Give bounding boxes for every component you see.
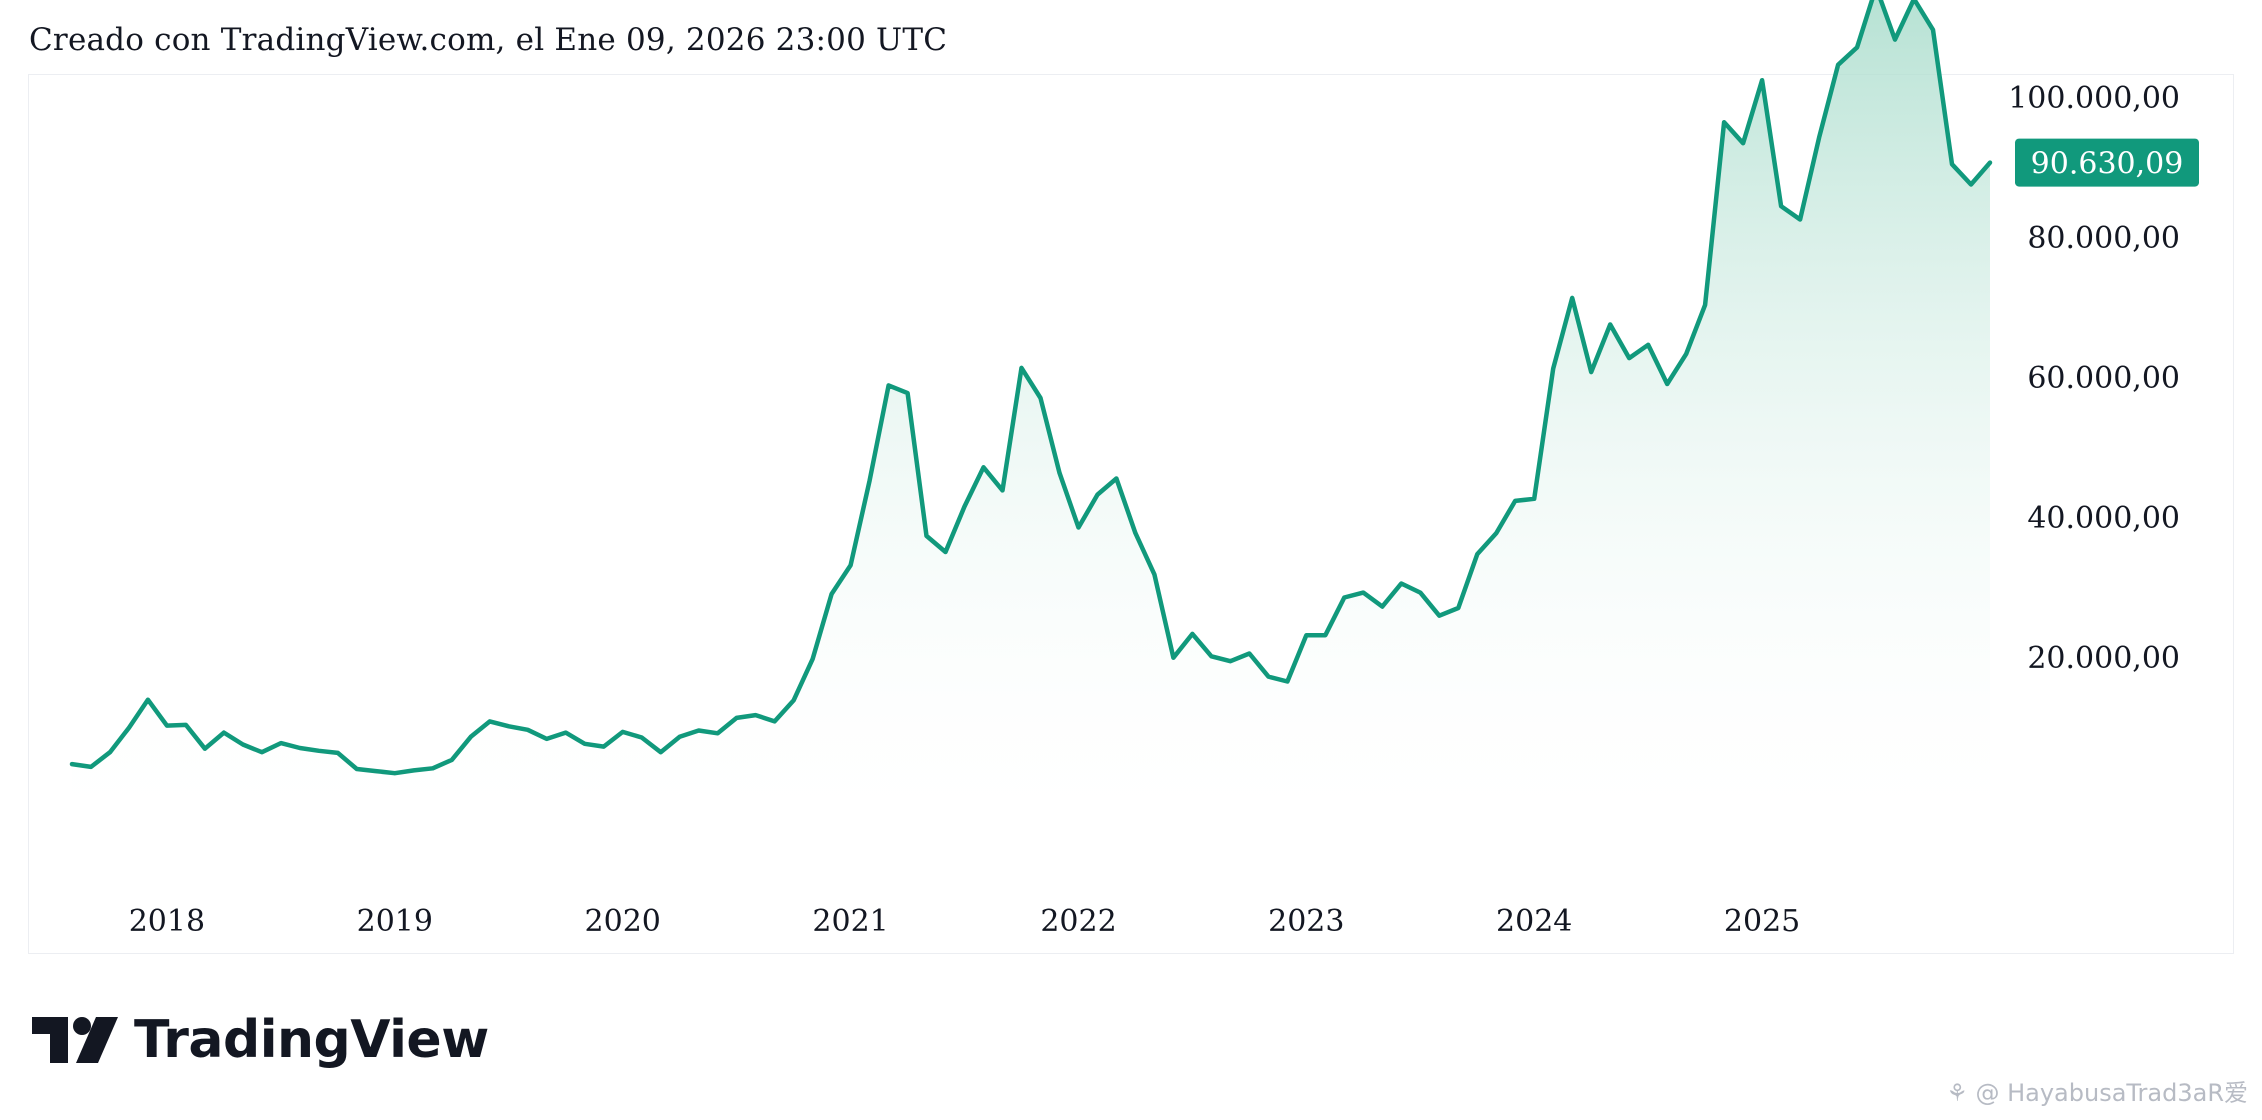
last-value-label: 90.630,09 [2031,147,2184,182]
x-tick-label: 2023 [1268,904,1344,939]
x-tick-label: 2021 [812,904,888,939]
chart-caption: Creado con TradingView.com, el Ene 09, 2… [29,22,948,58]
y-tick-label: 40.000,00 [2027,501,2180,536]
y-tick-label: 60.000,00 [2027,361,2180,396]
x-tick-label: 2022 [1040,904,1116,939]
tradingview-brand[interactable]: TradingView [32,1010,489,1070]
series-area [72,0,1990,846]
x-tick-label: 2019 [357,904,433,939]
y-tick-label: 100.000,00 [2008,81,2180,116]
x-tick-label: 2020 [585,904,661,939]
area-layer [72,0,1990,846]
chart-frame [28,74,2234,954]
series-line[interactable] [69,0,1993,776]
last-value-badge [2015,138,2199,187]
x-tick-label: 2025 [1724,904,1800,939]
line-layer [69,0,1993,776]
y-tick-label: 20.000,00 [2027,641,2180,676]
price-area-chart[interactable]: 2018 2019 2020 2021 2022 2023 2024 2025 20.000,… [0,0,2262,960]
brand-name: TradingView [134,1010,489,1070]
tradingview-logo-icon [32,1017,118,1063]
x-tick-label: 2018 [129,904,205,939]
watermark: ⚘ @ HayabusaTrad3aR爱 [1946,1079,2248,1107]
last-value-marker: 90.630,09 [2015,138,2199,187]
y-tick-label: 80.000,00 [2027,221,2180,256]
x-tick-label: 2024 [1496,904,1572,939]
x-axis: 2018 2019 2020 2021 2022 2023 2024 2025 [129,904,1801,939]
y-axis: 20.000,00 40.000,00 60.000,00 80.000,00 100.… [2008,81,2180,676]
